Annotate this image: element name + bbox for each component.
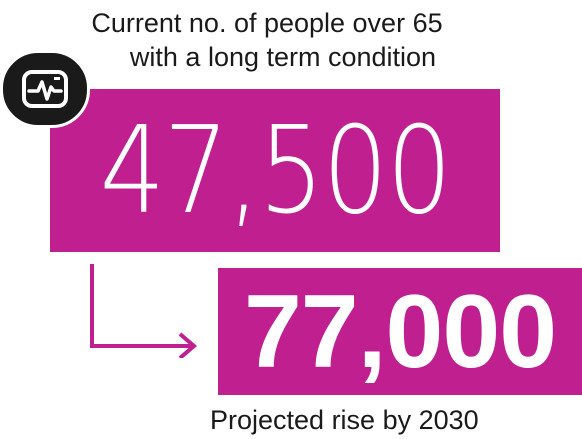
current-value-box: 47,500 [50, 89, 500, 252]
current-value: 47,500 [99, 102, 453, 241]
heart-monitor-icon [0, 50, 90, 128]
projected-value-box: 77,000 [218, 268, 582, 395]
projected-value: 77,000 [243, 274, 557, 390]
current-caption-line2: with a long term condition [129, 42, 437, 72]
projected-caption: Projected rise by 2030 [210, 405, 479, 435]
current-caption: Current no. of people over 65 with a lon… [72, 6, 462, 74]
current-caption-line1: Current no. of people over 65 [91, 8, 443, 38]
arrow-icon [90, 264, 198, 358]
